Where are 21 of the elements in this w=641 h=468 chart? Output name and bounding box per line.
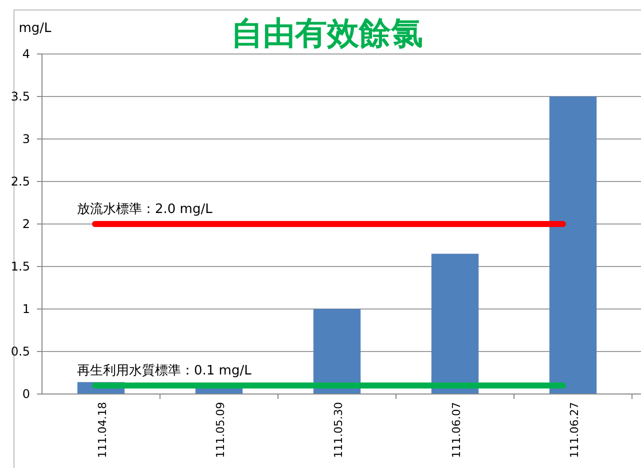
bar bbox=[549, 96, 597, 394]
y-tick-label: 0.5 bbox=[10, 344, 30, 358]
y-tick-label: 0 bbox=[22, 387, 30, 401]
x-tick-label: 111.05.09 bbox=[214, 402, 227, 458]
y-tick-label: 2 bbox=[22, 217, 30, 231]
x-tick-label: 111.05.30 bbox=[332, 402, 345, 458]
y-axis-title: mg/L bbox=[18, 21, 52, 36]
x-tick-label: 111.06.07 bbox=[450, 402, 463, 458]
x-tick-label: 111.04.18 bbox=[96, 402, 109, 458]
y-tick-label: 4 bbox=[22, 47, 30, 61]
x-tick-label: 111.06.27 bbox=[568, 402, 581, 458]
y-tick-label: 3 bbox=[22, 132, 30, 146]
y-tick-label: 3.5 bbox=[10, 90, 30, 104]
chart-title: 自由有效餘氯 bbox=[231, 14, 423, 52]
y-tick-label: 1 bbox=[22, 302, 30, 316]
y-tick-label: 1.5 bbox=[10, 260, 30, 274]
ref-line-label: 再生利用水質標準：0.1 mg/L bbox=[77, 364, 252, 378]
bar bbox=[431, 254, 479, 394]
y-tick-label: 2.5 bbox=[10, 174, 30, 188]
ref-line-label: 放流水標準：2.0 mg/L bbox=[77, 201, 214, 217]
bar bbox=[313, 309, 361, 394]
